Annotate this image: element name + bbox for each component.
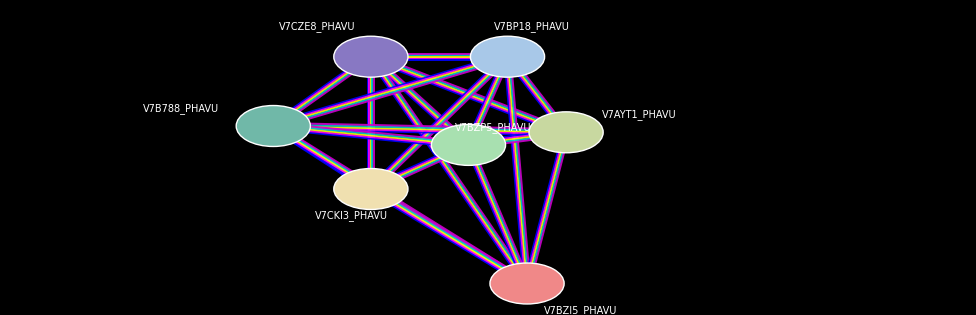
Ellipse shape <box>490 263 564 304</box>
Ellipse shape <box>470 36 545 77</box>
Ellipse shape <box>431 124 506 165</box>
Text: V7BZP5_PHAVU: V7BZP5_PHAVU <box>455 122 531 133</box>
Ellipse shape <box>334 36 408 77</box>
Text: V7AYT1_PHAVU: V7AYT1_PHAVU <box>602 110 676 120</box>
Ellipse shape <box>334 169 408 209</box>
Text: V7BP18_PHAVU: V7BP18_PHAVU <box>494 21 570 32</box>
Text: V7CZE8_PHAVU: V7CZE8_PHAVU <box>279 21 355 32</box>
Text: V7BZI5_PHAVU: V7BZI5_PHAVU <box>544 305 618 315</box>
Ellipse shape <box>236 106 310 146</box>
Text: V7CKI3_PHAVU: V7CKI3_PHAVU <box>315 210 387 221</box>
Text: V7B788_PHAVU: V7B788_PHAVU <box>142 103 219 114</box>
Ellipse shape <box>529 112 603 153</box>
